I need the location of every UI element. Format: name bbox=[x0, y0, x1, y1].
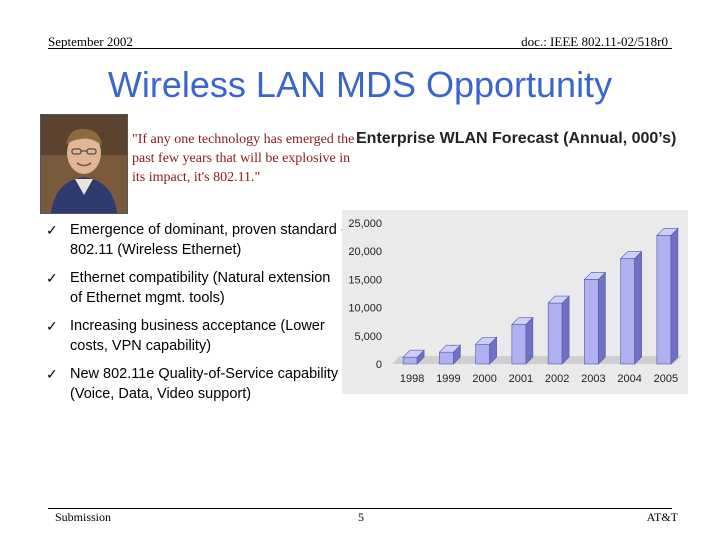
footer-page-number: 5 bbox=[358, 510, 364, 524]
bar-top bbox=[656, 228, 679, 236]
forecast-chart-svg: 0 5,000 10,000 15,000 20,000 25,000 1998 1999 20… bbox=[348, 218, 682, 385]
checkmark-icon: ✓ bbox=[46, 366, 58, 382]
x-tick-label: 2004 bbox=[617, 373, 641, 385]
bar-top bbox=[438, 344, 462, 353]
bullet-text: Emergence of dominant, proven standard -… bbox=[70, 222, 346, 258]
bar bbox=[620, 258, 635, 365]
x-tick-label: 2000 bbox=[472, 373, 496, 385]
bullet-text: New 802.11e Quality-of-Service capabilit… bbox=[70, 366, 339, 402]
y-tick-label: 15,000 bbox=[348, 274, 382, 286]
bar-top bbox=[619, 251, 643, 259]
bullet-text: Increasing business acceptance (Lower co… bbox=[70, 318, 325, 354]
footer-submission: Submission bbox=[55, 510, 112, 524]
bar-top bbox=[474, 336, 498, 345]
x-tick-label: 2005 bbox=[654, 373, 678, 385]
bullet-list: ✓ Emergence of dominant, proven standard… bbox=[46, 220, 346, 412]
bar bbox=[547, 302, 563, 365]
header-divider bbox=[48, 48, 672, 49]
chart-floor bbox=[392, 356, 682, 364]
x-tick-label: 2001 bbox=[509, 373, 533, 385]
bullet-item: ✓ Increasing business acceptance (Lower … bbox=[46, 316, 346, 356]
y-tick-label: 5,000 bbox=[354, 331, 382, 343]
x-tick-label: 1999 bbox=[436, 373, 460, 385]
header-doc-id: doc.: IEEE 802.11-02/518r0 bbox=[521, 34, 668, 49]
bar-side bbox=[598, 271, 606, 365]
bullet-text: Ethernet compatibility (Natural extensio… bbox=[70, 270, 331, 306]
chart-title: Enterprise WLAN Forecast (Annual, 000’s) bbox=[356, 130, 677, 147]
bullet-item: ✓ New 802.11e Quality-of-Service capabil… bbox=[46, 364, 346, 404]
bar-side bbox=[525, 316, 534, 365]
bar bbox=[656, 235, 672, 365]
forecast-chart: 0 5,000 10,000 15,000 20,000 25,000 1998 1999 20… bbox=[342, 210, 688, 394]
bar bbox=[511, 324, 527, 365]
bar-side bbox=[561, 295, 570, 365]
y-tick-label: 10,000 bbox=[348, 303, 382, 315]
bar-top bbox=[547, 295, 570, 304]
bullet-item: ✓ Ethernet compatibility (Natural extens… bbox=[46, 268, 346, 308]
bar-top bbox=[402, 349, 425, 358]
checkmark-icon: ✓ bbox=[46, 270, 58, 286]
y-tick-label: 20,000 bbox=[348, 246, 382, 258]
portrait-photo bbox=[40, 114, 128, 214]
bullet-item: ✓ Emergence of dominant, proven standard… bbox=[46, 220, 346, 260]
checkmark-icon: ✓ bbox=[46, 318, 58, 334]
header-date: September 2002 bbox=[48, 34, 133, 49]
bar-side bbox=[670, 227, 679, 365]
bar bbox=[475, 343, 490, 365]
x-tick-label: 2002 bbox=[545, 373, 569, 385]
y-tick-label: 25,000 bbox=[348, 218, 382, 230]
footer-company: AT&T bbox=[646, 510, 678, 524]
bar-top bbox=[511, 317, 534, 325]
bar-side bbox=[634, 250, 642, 365]
x-tick-label: 2003 bbox=[581, 373, 605, 385]
bar bbox=[439, 351, 454, 365]
bar bbox=[584, 279, 599, 365]
y-tick-label: 0 bbox=[376, 359, 382, 371]
quote-text: "If any one technology has emerged the p… bbox=[132, 132, 355, 185]
checkmark-icon: ✓ bbox=[46, 222, 58, 238]
x-tick-label: 1998 bbox=[400, 373, 424, 385]
bar-top bbox=[583, 272, 607, 280]
slide-title: Wireless LAN MDS Opportunity bbox=[107, 64, 613, 105]
footer-divider bbox=[48, 508, 672, 509]
bar bbox=[402, 356, 418, 365]
